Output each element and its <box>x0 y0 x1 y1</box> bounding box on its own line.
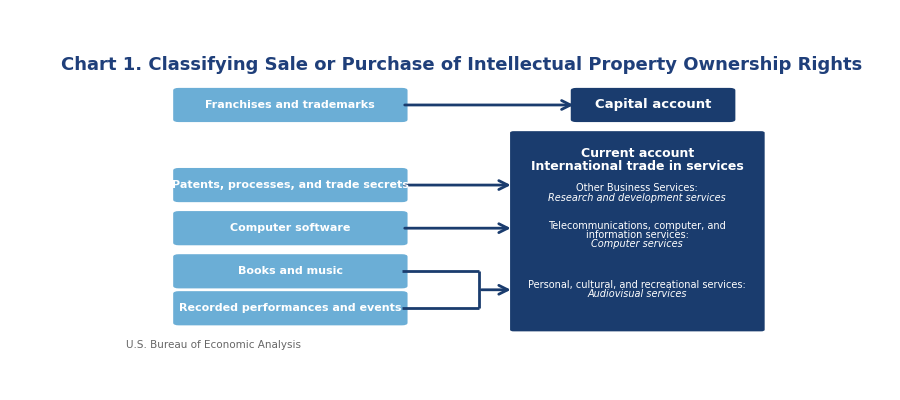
Text: Other Business Services:: Other Business Services: <box>577 183 698 193</box>
FancyBboxPatch shape <box>510 131 765 331</box>
Text: Computer services: Computer services <box>591 239 683 249</box>
Text: Patents, processes, and trade secrets: Patents, processes, and trade secrets <box>172 180 409 190</box>
FancyBboxPatch shape <box>173 168 408 202</box>
FancyBboxPatch shape <box>173 88 408 122</box>
Text: Telecommunications, computer, and: Telecommunications, computer, and <box>548 222 726 232</box>
FancyBboxPatch shape <box>173 291 408 325</box>
Text: Books and music: Books and music <box>238 266 343 276</box>
Text: Personal, cultural, and recreational services:: Personal, cultural, and recreational ser… <box>528 280 746 290</box>
Text: U.S. Bureau of Economic Analysis: U.S. Bureau of Economic Analysis <box>126 340 302 350</box>
Text: Current account: Current account <box>580 146 694 160</box>
Text: Audiovisual services: Audiovisual services <box>588 289 687 299</box>
FancyBboxPatch shape <box>173 254 408 288</box>
Text: Franchises and trademarks: Franchises and trademarks <box>205 100 375 110</box>
Text: information services:: information services: <box>586 230 688 240</box>
FancyBboxPatch shape <box>173 211 408 245</box>
Text: Capital account: Capital account <box>595 98 711 112</box>
Text: Chart 1. Classifying Sale or Purchase of Intellectual Property Ownership Rights: Chart 1. Classifying Sale or Purchase of… <box>60 56 862 74</box>
Text: Computer software: Computer software <box>230 223 351 233</box>
Text: Recorded performances and events: Recorded performances and events <box>179 303 401 313</box>
Text: Research and development services: Research and development services <box>548 192 726 202</box>
FancyBboxPatch shape <box>571 88 735 122</box>
Text: International trade in services: International trade in services <box>531 160 743 174</box>
